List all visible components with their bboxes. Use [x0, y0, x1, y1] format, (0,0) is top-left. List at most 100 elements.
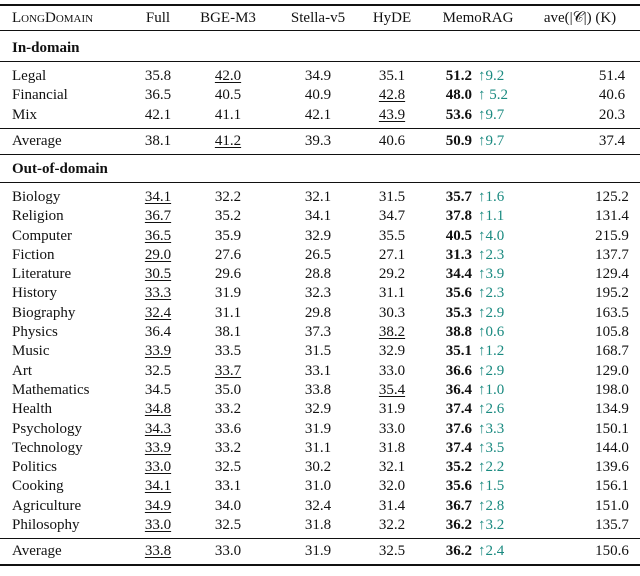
cell: 34.9	[304, 68, 332, 84]
gain: ↑9.7	[478, 132, 505, 149]
cell: 32.3	[304, 285, 332, 302]
rule	[0, 4, 640, 6]
cell: 37.4	[445, 401, 472, 418]
cell: 33.9	[144, 439, 172, 456]
gain: ↑2.3	[478, 246, 505, 263]
cell: 37.6	[445, 420, 472, 437]
cell: 33.3	[144, 285, 172, 302]
cell: 33.2	[214, 439, 242, 456]
gain: ↑2.8	[478, 497, 505, 514]
cell: 36.2	[445, 543, 472, 560]
cell: 37.4	[445, 439, 472, 456]
cell: 31.1	[304, 439, 332, 456]
cell: 32.5	[214, 459, 242, 476]
cell: 33.1	[214, 478, 242, 495]
row-label: Religion	[12, 208, 64, 225]
cell: 135.7	[595, 517, 629, 533]
cell: 33.0	[214, 543, 242, 560]
column-header: LongDomain	[12, 10, 94, 26]
cell: 31.1	[214, 304, 242, 321]
cell: 33.0	[378, 362, 406, 379]
rule	[0, 181, 640, 183]
cell: 36.7	[445, 497, 472, 514]
cell: 215.9	[595, 227, 629, 244]
cell: 34.3	[144, 420, 172, 437]
column-header: Full	[145, 10, 171, 26]
cell: 35.6	[445, 285, 472, 302]
row-label: Mathematics	[12, 381, 90, 398]
row-label: Average	[12, 543, 62, 560]
cell: 105.8	[595, 324, 629, 340]
cell: 29.2	[378, 266, 406, 283]
cell: 32.5	[378, 543, 406, 560]
column-header: BGE-M3	[200, 10, 256, 26]
rule	[0, 564, 640, 566]
cell: 37.3	[304, 324, 332, 340]
row-label: History	[12, 285, 57, 302]
row-label: Health	[12, 401, 52, 418]
cell: 35.9	[214, 227, 242, 244]
row-label: Fiction	[12, 246, 55, 263]
cell: 31.9	[304, 420, 332, 437]
cell: 125.2	[595, 188, 629, 205]
cell: 33.6	[214, 420, 242, 437]
cell: 34.9	[144, 497, 172, 514]
cell: 34.0	[214, 497, 242, 514]
cell: 31.9	[304, 543, 332, 560]
row-label: Music	[12, 343, 50, 360]
cell: 144.0	[595, 439, 629, 456]
cell: 33.7	[214, 362, 242, 379]
cell: 34.7	[378, 208, 406, 225]
gain: ↑1.2	[478, 343, 505, 360]
column-header: Stella-v5	[290, 10, 346, 26]
cell: 31.1	[378, 285, 406, 302]
cell: 41.1	[214, 106, 242, 123]
gain: ↑1.5	[478, 478, 505, 495]
cell: 40.5	[214, 87, 242, 104]
gain: ↑1.6	[478, 188, 505, 205]
cell: 163.5	[595, 304, 629, 321]
cell: 33.0	[144, 459, 172, 476]
cell: 40.5	[445, 227, 472, 244]
cell: 32.9	[304, 227, 332, 244]
cell: 137.7	[595, 246, 629, 263]
cell: 36.5	[144, 87, 172, 104]
cell: 156.1	[595, 478, 629, 495]
row-label: Legal	[12, 68, 47, 84]
row-label: Psychology	[12, 420, 83, 437]
cell: 50.9	[445, 132, 472, 149]
cell: 35.1	[445, 343, 472, 360]
cell: 36.7	[144, 208, 172, 225]
cell: 131.4	[595, 208, 629, 225]
cell: 51.2	[445, 68, 472, 84]
cell: 38.8	[445, 324, 472, 340]
gain: ↑2.3	[478, 285, 505, 302]
cell: 31.9	[214, 285, 242, 302]
cell: 32.5	[144, 362, 172, 379]
cell: 36.6	[445, 362, 472, 379]
cell: 168.7	[595, 343, 629, 360]
cell: 37.8	[445, 208, 472, 225]
cell: 42.1	[304, 106, 332, 123]
cell: 40.6	[598, 87, 626, 104]
gain: ↑2.4	[478, 543, 505, 560]
gain: ↑4.0	[478, 227, 505, 244]
cell: 195.2	[595, 285, 629, 302]
cell: 26.5	[304, 246, 332, 263]
gain: ↑9.2	[478, 68, 505, 84]
cell: 129.0	[595, 362, 629, 379]
cell: 34.8	[144, 401, 172, 418]
cell: 38.1	[144, 132, 172, 149]
cell: 129.4	[595, 266, 629, 283]
cell: 31.3	[445, 246, 472, 263]
gain: ↑3.5	[478, 439, 505, 456]
gain: ↑2.9	[478, 304, 505, 321]
row-label: Philosophy	[12, 517, 80, 533]
cell: 27.1	[378, 246, 406, 263]
cell: 20.3	[598, 106, 626, 123]
cell: 33.0	[378, 420, 406, 437]
row-label: Agriculture	[12, 497, 82, 514]
cell: 34.4	[445, 266, 472, 283]
cell: 33.5	[214, 343, 242, 360]
